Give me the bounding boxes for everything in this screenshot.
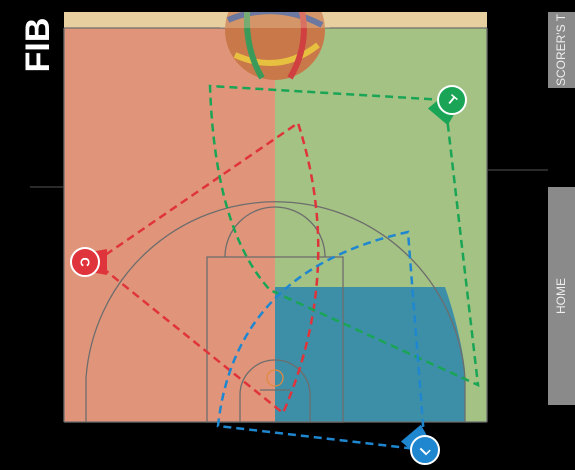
referee-marker[interactable]: L xyxy=(400,424,440,465)
side-button[interactable] xyxy=(548,187,575,405)
logo-ball xyxy=(220,0,330,80)
zone-center xyxy=(64,28,275,422)
referee-marker[interactable]: C xyxy=(70,247,107,277)
referee-marker[interactable]: T xyxy=(427,85,467,126)
side-button-label: SCORER'S T xyxy=(554,13,568,86)
coverage-lead xyxy=(216,230,427,452)
zone-lead xyxy=(275,287,465,422)
side-button[interactable] xyxy=(548,12,575,88)
coverage-trail xyxy=(208,84,480,388)
marker-circle xyxy=(410,435,440,465)
marker-circle xyxy=(70,247,100,277)
marker-circle xyxy=(437,85,467,115)
side-button-label: HOME xyxy=(554,278,568,314)
coverage-center xyxy=(92,121,320,416)
logo-text: FIB xyxy=(19,18,57,73)
marker-label: C xyxy=(78,257,93,267)
